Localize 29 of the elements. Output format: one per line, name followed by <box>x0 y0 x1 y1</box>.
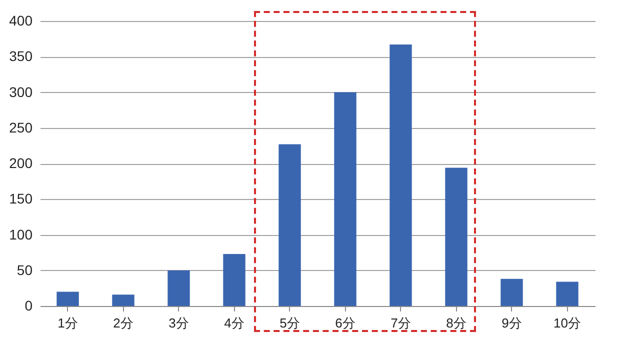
x-tick-label: 5分 <box>280 316 300 330</box>
bar <box>334 92 356 306</box>
y-tick-label: 100 <box>9 226 33 242</box>
bar <box>390 44 412 306</box>
bar <box>223 254 246 306</box>
bar <box>500 278 523 306</box>
y-tick-label: 150 <box>9 190 33 207</box>
x-tick-label: 8分 <box>446 316 466 330</box>
bar <box>168 270 190 306</box>
x-tick-label: 7分 <box>390 316 411 330</box>
x-tick-label: 3分 <box>168 316 189 330</box>
bar <box>556 282 578 306</box>
bar <box>445 168 468 306</box>
x-tick-label: 1分 <box>58 316 78 330</box>
bar <box>278 144 301 306</box>
y-tick-label: 400 <box>9 12 33 28</box>
x-tick-label: 2分 <box>113 316 134 330</box>
y-tick-label: 350 <box>9 48 33 64</box>
x-tick-label: 4分 <box>224 316 244 330</box>
y-tick-label: 300 <box>9 84 33 100</box>
y-tick-label: 250 <box>9 119 33 136</box>
y-tick-label: 0 <box>24 298 33 314</box>
x-tick-label: 10分 <box>554 316 581 330</box>
y-tick-label: 50 <box>16 262 33 278</box>
y-tick-label: 200 <box>9 155 33 171</box>
x-tick-label: 9分 <box>502 316 522 330</box>
x-tick-label: 6分 <box>335 316 356 330</box>
bar <box>56 292 79 306</box>
bar <box>112 294 134 306</box>
